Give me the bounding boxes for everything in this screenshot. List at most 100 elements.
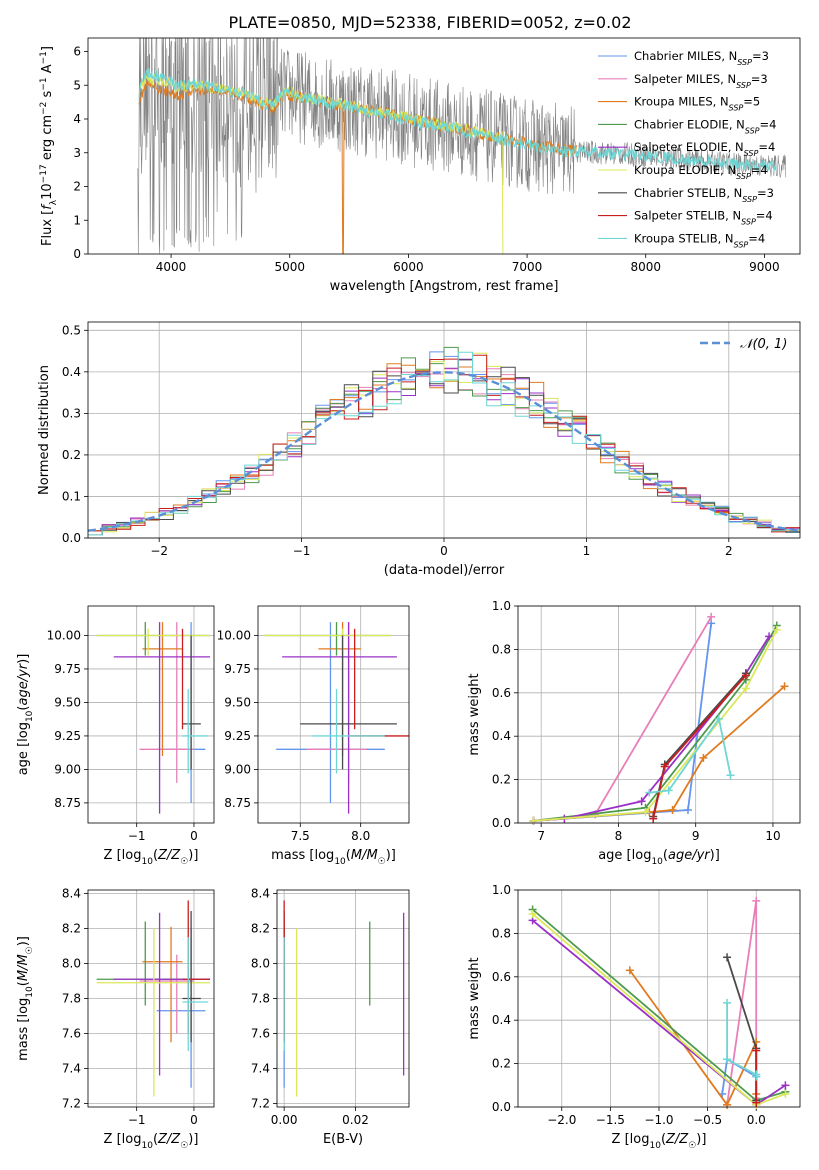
y-tick-label: 9.50 — [54, 695, 81, 709]
legend-sub: SSP — [736, 172, 751, 181]
y-tick-label: 10.00 — [47, 628, 81, 642]
mass-weight-vs-age-ylabel: mass weight — [467, 673, 482, 755]
mass-weight-point — [723, 1055, 732, 1064]
y-tick-label: 9.25 — [224, 729, 251, 743]
normal-curve — [87, 371, 801, 532]
legend-tail: =4 — [751, 163, 768, 177]
mass-weight-point — [723, 953, 732, 962]
legend-tail: =3 — [757, 186, 774, 200]
legend-entry: Chabrier ELODIE, NSSP=4 — [634, 117, 776, 135]
mass-vs-ebv-xlabel: E(B-V) — [323, 1132, 363, 1147]
y-tick-label: 7.6 — [251, 1027, 270, 1041]
label-part: ☉ — [25, 946, 35, 954]
age-vs-z-frame — [87, 605, 215, 824]
label-part: ( — [16, 706, 31, 711]
y-tick-label: 8.75 — [224, 796, 251, 810]
y-tick-label: 1.0 — [492, 883, 511, 897]
x-tick-label: 8 — [615, 829, 623, 843]
mass-vs-z-xlabel: Z [log10(Z/Z☉)] — [104, 1132, 199, 1151]
y-tick-label: 9.25 — [54, 729, 81, 743]
x-tick-label: −2 — [150, 544, 168, 558]
x-tick-label: 0 — [190, 1113, 198, 1127]
label-part: −17 — [39, 164, 49, 183]
label-part: λ — [49, 199, 59, 205]
mass-weight-point — [625, 966, 634, 975]
figure-title: PLATE=0850, MJD=52338, FIBERID=0052, z=0… — [228, 13, 631, 32]
y-tick-label: 9.00 — [54, 762, 81, 776]
mass-weight-point — [781, 1089, 790, 1098]
y-tick-label: 0.4 — [492, 1013, 511, 1027]
mass-weight-point — [664, 786, 673, 795]
mass-weight-point — [528, 909, 537, 918]
y-tick-label: 7.6 — [62, 1027, 81, 1041]
legend-tail: =4 — [756, 209, 773, 223]
label-part: age [log — [598, 848, 651, 863]
legend-sub: SSP — [736, 80, 751, 89]
legend-sub: SSP — [744, 149, 759, 158]
mass-weight-point — [707, 612, 716, 621]
y-tick-label: 9.00 — [224, 762, 251, 776]
label-part: mass [log — [271, 848, 334, 863]
mass-weight-point — [741, 684, 750, 693]
y-tick-label: 5 — [73, 78, 81, 92]
legend-entry: Kroupa STELIB, NSSP=4 — [634, 231, 765, 249]
spectrum-ylabel: Flux [fλ10−17 erg cm−2 s−1 A−1] — [39, 46, 59, 246]
x-tick-label: −0.5 — [693, 1113, 722, 1127]
label-part: ( — [346, 848, 351, 863]
y-tick-label: 0.4 — [62, 365, 81, 379]
mass-weight-vs-z-xlabel: Z [log10(Z/Z☉)] — [612, 1132, 707, 1151]
x-tick-label: −1.0 — [644, 1113, 673, 1127]
model-curve — [138, 79, 578, 254]
mass-weight-point — [723, 1100, 732, 1109]
legend-sub: SSP — [741, 217, 756, 226]
mass-weight-point — [529, 816, 538, 825]
x-tick-label: 10 — [765, 829, 780, 843]
residuals-ylabel: Normed distribution — [37, 365, 52, 495]
legend-text: Kroupa MILES, N — [634, 95, 729, 109]
mass-vs-z-frame — [87, 889, 215, 1108]
mass-weight-line — [649, 716, 732, 794]
legend-tail: =3 — [752, 49, 769, 63]
y-tick-label: 3 — [73, 146, 81, 160]
label-part: Z/Z — [157, 1132, 181, 1147]
mass-weight-point — [752, 1046, 761, 1055]
legend-sub: SSP — [745, 126, 760, 135]
legend-text: Salpeter STELIB, N — [634, 209, 741, 223]
label-part: Z [log — [104, 1132, 142, 1147]
age-vs-mass-xlabel: mass [log10(M/M☉)] — [271, 848, 396, 867]
label-part: Normed distribution — [37, 365, 52, 495]
label-part: A — [40, 64, 55, 77]
x-tick-label: −2.0 — [547, 1113, 576, 1127]
spectrum-axes: 4000 5000 6000 7000 8000 9000 0 1 2 3 4 5 6 — [73, 45, 779, 275]
residuals-frame — [87, 321, 801, 539]
x-tick-label: 0.0 — [747, 1113, 766, 1127]
label-part: 10 — [141, 1141, 153, 1151]
label-part: (data-model)/error — [384, 563, 505, 578]
x-tick-label: 7 — [537, 829, 545, 843]
mass-weight-vs-age-xlabel: age [log10(age/yr)] — [598, 848, 720, 867]
y-tick-label: 2 — [73, 180, 81, 194]
mass-weight-point — [683, 805, 692, 814]
y-tick-label: 8.75 — [54, 796, 81, 810]
label-part: )] — [188, 848, 198, 863]
legend-text: Chabrier STELIB, N — [634, 186, 742, 200]
legend-entry: Salpeter STELIB, NSSP=4 — [634, 209, 773, 227]
y-tick-label: 1 — [73, 213, 81, 227]
x-tick-label: 2 — [725, 544, 733, 558]
label-part: Flux [ — [40, 210, 55, 246]
x-tick-label: 0.00 — [271, 1113, 298, 1127]
label-part: mass [log — [16, 998, 31, 1061]
x-tick-label: 9 — [692, 829, 700, 843]
label-part: ( — [663, 848, 668, 863]
legend-text: Salpeter MILES, N — [634, 72, 736, 86]
y-tick-label: 0 — [73, 247, 81, 261]
age-vs-z-xlabel: Z [log10(Z/Z☉)] — [104, 848, 199, 867]
y-tick-label: 7.4 — [251, 1062, 270, 1076]
label-part: )] — [16, 936, 31, 946]
mass-weight-line — [533, 625, 778, 822]
label-part: ☉ — [378, 857, 386, 867]
label-part: )] — [386, 848, 396, 863]
y-tick-label: 4 — [73, 112, 81, 126]
label-part: Z [log — [612, 1132, 650, 1147]
